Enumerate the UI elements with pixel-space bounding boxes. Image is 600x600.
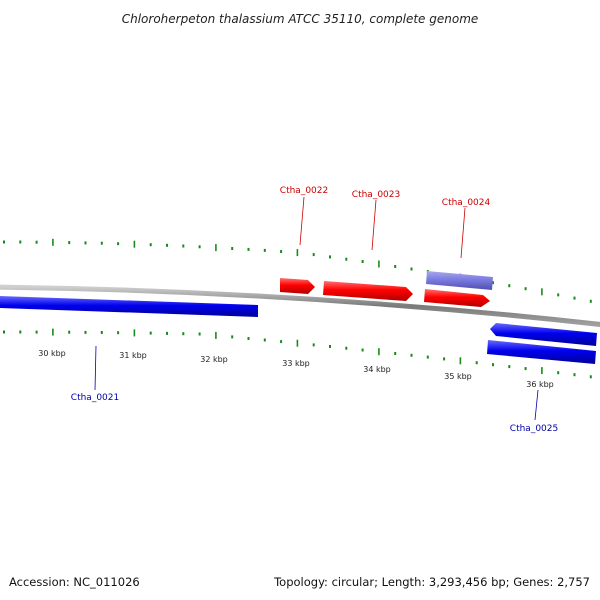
leader-line-ctha-0024 — [460, 207, 466, 259]
leader-line-ctha-0021 — [94, 345, 97, 391]
gene-ctha-0025-upper[interactable] — [490, 323, 597, 346]
genome-stats-text: Topology: circular; Length: 3,293,456 bp… — [273, 575, 590, 589]
scale-label-32kbp: 32 kbp — [200, 355, 228, 364]
gene-ctha-0024[interactable] — [424, 289, 490, 307]
scale-label-36kbp: 36 kbp — [526, 380, 554, 389]
genome-backbone — [0, 284, 600, 327]
gene-ctha-0021[interactable] — [0, 296, 258, 317]
inner-tick-ring — [3, 328, 592, 379]
scale-label-33kbp: 33 kbp — [282, 359, 310, 368]
gene-ctha-0023[interactable] — [323, 281, 413, 301]
gene-ctha-0024-highlight[interactable] — [426, 271, 493, 290]
leader-line-ctha-0023 — [371, 199, 377, 251]
scale-label-35kbp: 35 kbp — [444, 372, 472, 381]
map-title: Chloroherpeton thalassium ATCC 35110, co… — [122, 12, 479, 26]
gene-label-ctha-0025[interactable]: Ctha_0025 — [510, 424, 558, 434]
gene-label-ctha-0024[interactable]: Ctha_0024 — [442, 198, 491, 208]
gene-ctha-0022[interactable] — [280, 278, 315, 294]
scale-label-34kbp: 34 kbp — [363, 365, 391, 374]
accession-text: Accession: NC_011026 — [9, 575, 140, 589]
gene-label-ctha-0022[interactable]: Ctha_0022 — [280, 186, 328, 196]
gene-ctha-0025-lower[interactable] — [487, 340, 596, 364]
gene-label-ctha-0021[interactable]: Ctha_0021 — [71, 393, 119, 403]
leader-line-ctha-0022 — [299, 196, 305, 246]
gene-label-ctha-0023[interactable]: Ctha_0023 — [352, 190, 400, 200]
scale-label-30kbp: 30 kbp — [38, 349, 66, 358]
scale-label-31kbp: 31 kbp — [119, 351, 147, 360]
leader-line-ctha-0025 — [534, 389, 539, 421]
